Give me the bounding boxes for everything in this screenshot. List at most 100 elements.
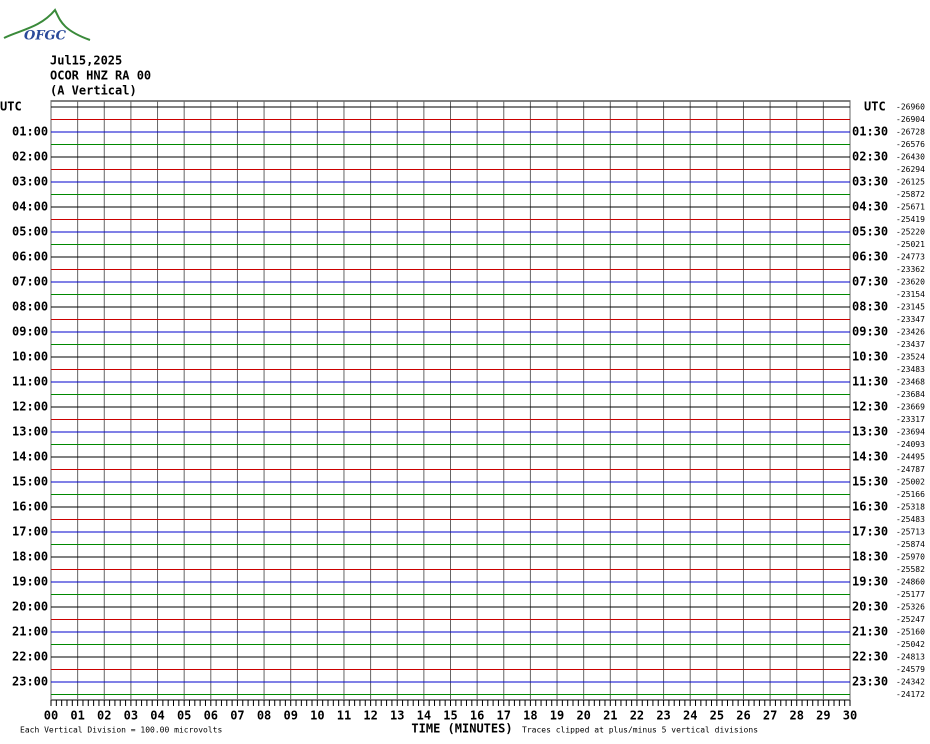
row-offset: -26125 (896, 178, 925, 187)
row-offset: -24342 (896, 678, 925, 687)
row-offset: -23317 (896, 415, 925, 424)
row-offset: -24495 (896, 453, 925, 462)
row-offset: -26960 (896, 103, 925, 112)
row-offset: -23483 (896, 365, 925, 374)
x-tick-label: 08 (257, 709, 271, 723)
left-time: 10:00 (12, 350, 48, 364)
row-offset: -25177 (896, 590, 925, 599)
x-tick-label: 25 (710, 709, 724, 723)
row-offset: -25483 (896, 515, 925, 524)
right-time: 09:30 (852, 325, 888, 339)
row-offset: -25872 (896, 190, 925, 199)
x-tick-label: 15 (443, 709, 457, 723)
row-offset: -25874 (896, 540, 925, 549)
x-tick-label: 10 (310, 709, 324, 723)
row-offset: -25326 (896, 603, 925, 612)
row-offset: -25970 (896, 553, 925, 562)
x-tick-label: 03 (124, 709, 138, 723)
right-time: 01:30 (852, 125, 888, 139)
row-offset: -23426 (896, 328, 925, 337)
right-time: 15:30 (852, 475, 888, 489)
left-time: 02:00 (12, 150, 48, 164)
row-offset: -25713 (896, 528, 925, 537)
row-offset: -25160 (896, 628, 925, 637)
left-time: 16:00 (12, 500, 48, 514)
row-offset: -23347 (896, 315, 925, 324)
row-offset: -23694 (896, 428, 925, 437)
left-time: 17:00 (12, 525, 48, 539)
row-offset: -25002 (896, 478, 925, 487)
row-offset: -24813 (896, 653, 925, 662)
left-time: 09:00 (12, 325, 48, 339)
row-offset: -23524 (896, 353, 925, 362)
right-time: 11:30 (852, 375, 888, 389)
right-time: 02:30 (852, 150, 888, 164)
x-tick-label: 13 (390, 709, 404, 723)
left-time: 23:00 (12, 675, 48, 689)
right-time: 13:30 (852, 425, 888, 439)
logo-text: OFGC (24, 29, 67, 44)
x-tick-label: 06 (204, 709, 218, 723)
footer-note: Traces clipped at plus/minus 5 vertical … (522, 726, 758, 735)
left-time: 22:00 (12, 650, 48, 664)
left-time: 06:00 (12, 250, 48, 264)
row-offset: -26576 (896, 140, 925, 149)
right-time: 23:30 (852, 675, 888, 689)
right-time: 07:30 (852, 275, 888, 289)
left-time: 13:00 (12, 425, 48, 439)
header-line: (A Vertical) (50, 84, 137, 98)
row-offset: -24787 (896, 465, 925, 474)
row-offset: -23154 (896, 290, 925, 299)
right-time: 20:30 (852, 600, 888, 614)
row-offset: -25247 (896, 615, 925, 624)
right-time: 05:30 (852, 225, 888, 239)
left-time: 08:00 (12, 300, 48, 314)
right-time: 16:30 (852, 500, 888, 514)
x-tick-label: 30 (843, 709, 857, 723)
row-offset: -23620 (896, 278, 925, 287)
right-time: 04:30 (852, 200, 888, 214)
right-time: 12:30 (852, 400, 888, 414)
left-time: 15:00 (12, 475, 48, 489)
x-tick-label: 20 (576, 709, 590, 723)
x-tick-label: 05 (177, 709, 191, 723)
x-tick-label: 24 (683, 709, 697, 723)
left-time: 12:00 (12, 400, 48, 414)
x-tick-label: 14 (417, 709, 431, 723)
row-offset: -26904 (896, 115, 925, 124)
left-time: 07:00 (12, 275, 48, 289)
row-offset: -23362 (896, 265, 925, 274)
row-offset: -24860 (896, 578, 925, 587)
right-time: 03:30 (852, 175, 888, 189)
x-tick-label: 11 (337, 709, 351, 723)
row-offset: -26430 (896, 153, 925, 162)
row-offset: -23684 (896, 390, 925, 399)
left-time: 11:00 (12, 375, 48, 389)
row-offset: -23437 (896, 340, 925, 349)
row-offset: -25166 (896, 490, 925, 499)
x-tick-label: 00 (44, 709, 58, 723)
left-time: 20:00 (12, 600, 48, 614)
x-tick-label: 07 (230, 709, 244, 723)
x-tick-label: 28 (790, 709, 804, 723)
row-offset: -25042 (896, 640, 925, 649)
x-tick-label: 09 (283, 709, 297, 723)
right-time: 17:30 (852, 525, 888, 539)
right-time: 22:30 (852, 650, 888, 664)
header-line: OCOR HNZ RA 00 (50, 69, 151, 83)
row-offset: -25582 (896, 565, 925, 574)
left-time: 14:00 (12, 450, 48, 464)
right-time: 06:30 (852, 250, 888, 264)
row-offset: -26294 (896, 165, 925, 174)
x-tick-label: 17 (497, 709, 511, 723)
left-time: 01:00 (12, 125, 48, 139)
row-offset: -25671 (896, 203, 925, 212)
right-time: 19:30 (852, 575, 888, 589)
x-tick-label: 04 (150, 709, 164, 723)
row-offset: -25021 (896, 240, 925, 249)
right-time: 14:30 (852, 450, 888, 464)
x-tick-label: 21 (603, 709, 617, 723)
left-time: 05:00 (12, 225, 48, 239)
x-tick-label: 22 (630, 709, 644, 723)
